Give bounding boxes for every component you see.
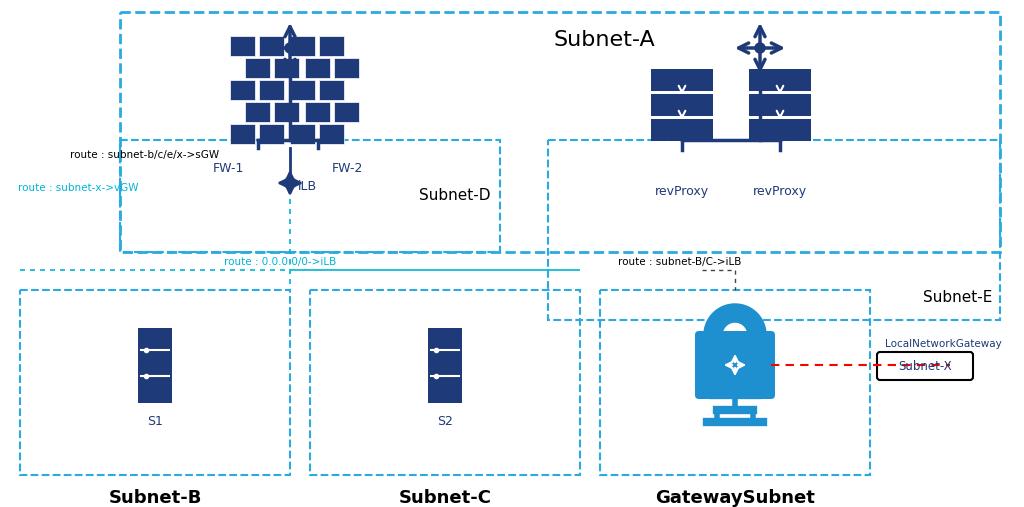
Bar xyxy=(120,140,500,252)
Text: Subnet-C: Subnet-C xyxy=(398,489,492,507)
Bar xyxy=(651,69,713,91)
Bar xyxy=(230,124,255,144)
Bar xyxy=(600,290,870,475)
Text: revProxy: revProxy xyxy=(753,185,807,198)
Bar xyxy=(245,102,269,122)
Bar xyxy=(749,94,811,116)
Bar xyxy=(334,102,358,122)
Bar xyxy=(651,119,713,141)
Text: S1: S1 xyxy=(147,415,163,428)
Bar xyxy=(428,328,462,403)
Bar xyxy=(20,290,290,475)
Bar xyxy=(749,69,811,91)
Bar xyxy=(304,102,330,122)
Bar xyxy=(749,119,811,141)
Text: route : 0.0.0.0/0->iLB: route : 0.0.0.0/0->iLB xyxy=(224,257,336,267)
Bar xyxy=(138,328,172,403)
Bar xyxy=(230,80,255,100)
Bar xyxy=(245,58,269,78)
Text: GatewaySubnet: GatewaySubnet xyxy=(655,489,815,507)
Circle shape xyxy=(755,43,765,53)
Text: S2: S2 xyxy=(437,415,453,428)
Bar xyxy=(319,80,344,100)
Bar xyxy=(290,124,315,144)
Bar xyxy=(319,36,344,56)
Text: route : subnet-B/C->iLB: route : subnet-B/C->iLB xyxy=(618,257,741,267)
Bar xyxy=(548,140,1000,320)
Text: route : subnet-x->vGW: route : subnet-x->vGW xyxy=(18,183,138,193)
Text: Subnet-B: Subnet-B xyxy=(109,489,202,507)
Text: FW-2: FW-2 xyxy=(332,162,364,175)
Bar xyxy=(273,58,299,78)
Bar xyxy=(319,124,344,144)
Text: route : subnet-b/c/e/x->sGW: route : subnet-b/c/e/x->sGW xyxy=(70,150,219,160)
Bar xyxy=(304,58,330,78)
FancyBboxPatch shape xyxy=(877,352,973,380)
Bar xyxy=(259,80,284,100)
Text: Subnet-A: Subnet-A xyxy=(553,30,655,50)
Bar xyxy=(290,36,315,56)
Circle shape xyxy=(285,43,295,53)
Circle shape xyxy=(285,178,295,188)
Bar xyxy=(259,36,284,56)
Bar xyxy=(273,102,299,122)
Bar xyxy=(334,58,358,78)
Bar xyxy=(120,12,1000,252)
Bar xyxy=(230,36,255,56)
Text: Subnet-X: Subnet-X xyxy=(898,359,952,373)
Bar xyxy=(259,124,284,144)
Text: revProxy: revProxy xyxy=(655,185,709,198)
Text: FW-1: FW-1 xyxy=(213,162,244,175)
Text: iLB: iLB xyxy=(298,179,317,193)
Bar xyxy=(290,80,315,100)
Bar xyxy=(651,94,713,116)
Text: LocalNetworkGateway: LocalNetworkGateway xyxy=(885,339,1001,349)
Text: Subnet-E: Subnet-E xyxy=(923,290,992,305)
Text: Subnet-D: Subnet-D xyxy=(419,189,490,203)
Bar xyxy=(310,290,580,475)
FancyBboxPatch shape xyxy=(695,331,775,399)
